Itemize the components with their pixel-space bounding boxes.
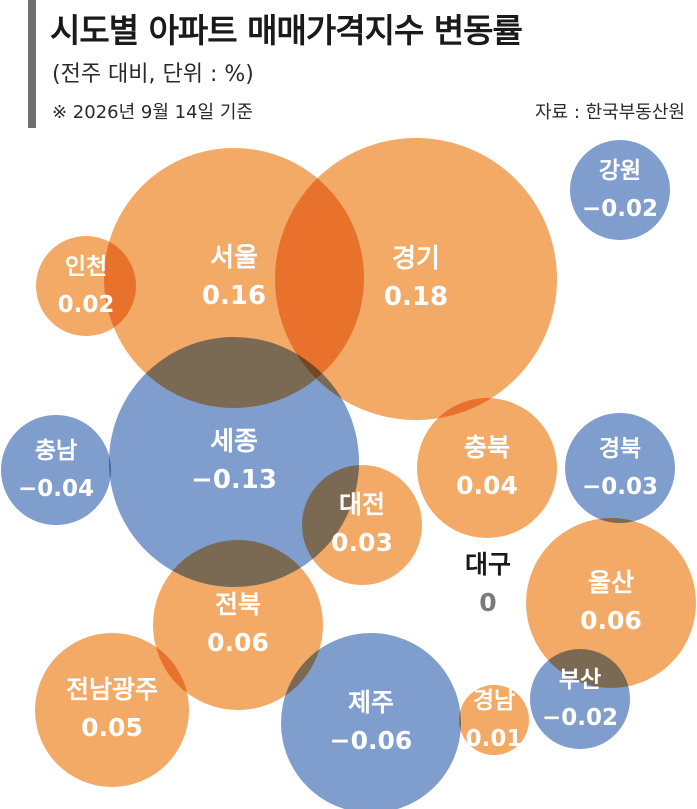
bubble-value-label: −0.06 bbox=[330, 726, 413, 755]
bubble-value-label: 0.16 bbox=[202, 281, 266, 311]
bubble-value-label: 0.05 bbox=[81, 713, 143, 742]
bubble-value-label: −0.02 bbox=[542, 705, 618, 731]
chart-subtitle: (전주 대비, 단위 : %) bbox=[52, 62, 254, 87]
bubble-value-label: 0.06 bbox=[207, 628, 269, 657]
bubble-name-label: 경남 bbox=[473, 688, 515, 714]
bubble-4 bbox=[570, 140, 670, 240]
bubble-name-label: 인천 bbox=[65, 254, 107, 280]
bubble-value-label: 0 bbox=[479, 588, 496, 617]
bubble-3 bbox=[36, 236, 136, 336]
bubble-value-label: 0.03 bbox=[331, 528, 393, 557]
bubble-name-label: 경기 bbox=[392, 244, 440, 274]
bubble-value-label: 0.06 bbox=[580, 606, 642, 635]
bubble-name-label: 부산 bbox=[559, 667, 601, 693]
chart-title: 시도별 아파트 매매가격지수 변동률 bbox=[50, 11, 523, 50]
bubble-name-label: 세종 bbox=[210, 427, 258, 457]
bubble-value-label: −0.13 bbox=[191, 465, 277, 495]
bubble-9 bbox=[302, 465, 422, 585]
bubble-name-label: 경북 bbox=[599, 436, 641, 462]
bubble-name-label: 제주 bbox=[348, 688, 394, 717]
bubble-name-label: 울산 bbox=[588, 568, 634, 597]
bubble-16 bbox=[281, 633, 461, 809]
bubbles bbox=[1, 138, 696, 809]
date-note: ※ 2026년 9월 14일 기준 bbox=[52, 102, 253, 123]
bubble-name-label: 서울 bbox=[210, 243, 258, 273]
bubble-value-label: −0.03 bbox=[582, 474, 658, 500]
bubble-name-label: 전남광주 bbox=[66, 675, 158, 704]
bubble-value-label: −0.02 bbox=[582, 196, 658, 222]
bubble-6 bbox=[1, 415, 111, 525]
bubble-2 bbox=[275, 138, 557, 420]
bubble-name-label: 대구 bbox=[465, 550, 511, 579]
bubble-value-label: 0.01 bbox=[466, 726, 523, 752]
bubble-name-label: 충북 bbox=[464, 433, 510, 462]
bubble-13 bbox=[459, 685, 529, 755]
bubble-name-label: 강원 bbox=[599, 158, 641, 184]
bubble-15 bbox=[35, 633, 189, 787]
bubble-value-label: 0.04 bbox=[456, 471, 518, 500]
bubble-14 bbox=[530, 649, 630, 749]
bubble-value-label: 0.18 bbox=[384, 282, 448, 312]
bubble-8 bbox=[565, 413, 675, 523]
header-accent-bar bbox=[28, 0, 36, 128]
bubble-5 bbox=[109, 337, 359, 587]
bubble-name-label: 충남 bbox=[35, 438, 77, 464]
bubble-12 bbox=[153, 540, 323, 710]
bubble-name-label: 전북 bbox=[215, 590, 261, 619]
source-note: 자료 : 한국부동산원 bbox=[535, 102, 685, 123]
bubble-7 bbox=[417, 398, 557, 538]
bubble-value-label: −0.04 bbox=[18, 476, 94, 502]
bubble-labels: 서울 0.16 경기 0.18 인천 0.02 강원 −0.02 세종 −0.13 충남 −0.04 충… bbox=[18, 158, 658, 755]
bubble-11 bbox=[526, 518, 696, 688]
bubble-name-label: 대전 bbox=[339, 490, 385, 519]
bubble-value-label: 0.02 bbox=[58, 292, 115, 318]
